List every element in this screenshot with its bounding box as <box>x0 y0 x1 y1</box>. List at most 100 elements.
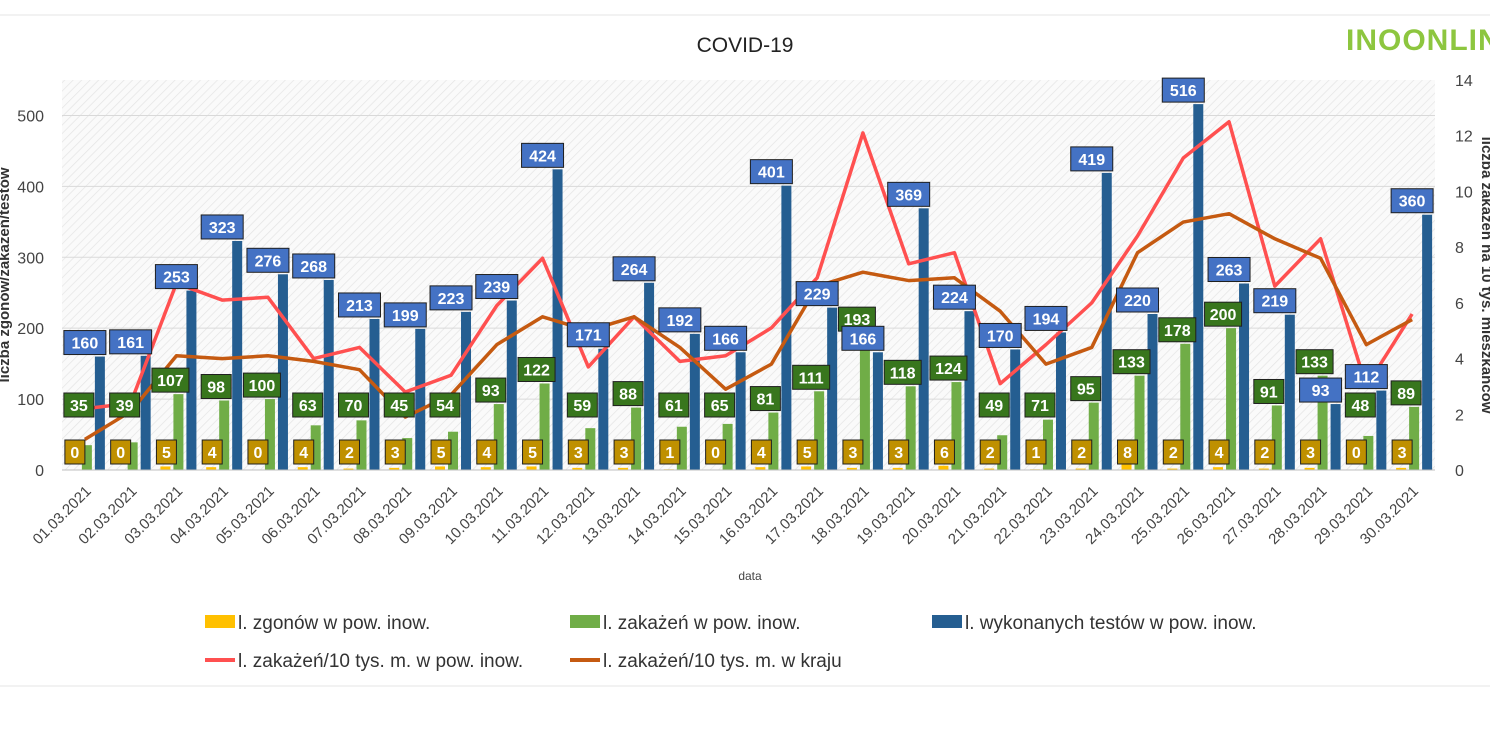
logo-text: INOONLINE <box>1346 24 1490 57</box>
test-value-label: 369 <box>895 187 922 204</box>
death-value-label: 3 <box>391 445 400 462</box>
death-bar <box>1213 467 1224 470</box>
death-value-label-box <box>659 439 681 465</box>
test-value-label: 213 <box>346 298 373 315</box>
legend-label: l. zakażeń/10 tys. m. w pow. inow. <box>238 651 523 672</box>
infection-value-label-box <box>1390 380 1422 406</box>
infection-bar <box>1226 328 1237 470</box>
test-value-label-box <box>1207 257 1251 283</box>
death-bar <box>1075 468 1086 470</box>
test-value-label-box <box>1299 377 1343 403</box>
test-value-label-box <box>841 325 885 351</box>
national-rate-line <box>83 211 1413 441</box>
test-value-label-box <box>475 274 519 300</box>
death-value-label-box <box>384 439 406 465</box>
y2-tick-label: 0 <box>1455 463 1464 480</box>
death-value-label-box <box>522 439 544 465</box>
y-tick-label: 200 <box>17 321 44 338</box>
test-bar <box>1239 283 1250 470</box>
death-bar <box>480 467 491 470</box>
death-value-label: 4 <box>757 445 766 462</box>
infection-value-label: 70 <box>345 398 363 415</box>
test-value-label: 194 <box>1033 311 1060 328</box>
test-value-label: 224 <box>941 290 968 307</box>
death-value-label: 5 <box>437 445 446 462</box>
test-value-label-box <box>1024 305 1068 331</box>
legend-label: l. zgonów w pow. inow. <box>238 613 430 634</box>
infection-value-label-box <box>883 359 922 385</box>
infection-value-label-box <box>242 372 281 398</box>
legend-swatch <box>205 615 235 628</box>
death-value-label: 0 <box>1352 445 1361 462</box>
test-value-label-box <box>932 284 976 310</box>
infection-value-label: 133 <box>1301 355 1328 372</box>
test-value-label: 239 <box>483 280 510 297</box>
death-value-label: 1 <box>665 445 674 462</box>
chart-title: COVID-19 <box>697 34 794 57</box>
test-value-label: 360 <box>1399 194 1426 211</box>
infection-value-label-box <box>337 392 369 418</box>
infection-value-label: 45 <box>390 398 408 415</box>
infection-bar <box>859 333 870 470</box>
infection-value-label: 71 <box>1031 398 1049 415</box>
death-value-label: 0 <box>116 445 125 462</box>
infection-value-label-box <box>292 392 324 418</box>
test-value-label: 199 <box>392 308 419 325</box>
death-bar <box>938 465 949 470</box>
infection-bar <box>264 399 275 470</box>
test-value-label-box <box>154 264 198 290</box>
test-value-label-box <box>658 307 702 333</box>
death-value-label-box <box>1071 439 1093 465</box>
plot-area <box>62 80 1435 470</box>
test-value-label-box <box>704 325 748 351</box>
legend-swatch <box>932 615 962 628</box>
legend-swatch <box>570 615 600 628</box>
infection-value-label-box <box>109 392 141 418</box>
infection-bar <box>722 423 733 470</box>
death-value-label: 3 <box>848 445 857 462</box>
infection-bar <box>127 442 138 470</box>
death-value-label: 2 <box>986 445 995 462</box>
test-value-label-box <box>383 302 427 328</box>
infection-bar <box>1180 343 1191 470</box>
test-value-label: 264 <box>621 262 648 279</box>
test-value-label: 419 <box>1078 152 1105 169</box>
death-bar <box>1258 468 1269 470</box>
death-bar <box>1396 467 1407 470</box>
test-bar <box>1101 172 1112 470</box>
test-value-label: 220 <box>1124 293 1151 310</box>
infection-value-label-box <box>1253 378 1285 404</box>
infection-value-label-box <box>978 392 1010 418</box>
infection-value-label: 133 <box>1118 355 1145 372</box>
test-bar <box>689 333 700 470</box>
infection-value-label-box <box>429 392 461 418</box>
infection-value-label-box <box>612 381 644 407</box>
test-bar <box>94 356 105 470</box>
infection-value-label-box <box>749 386 781 412</box>
infection-value-label-box <box>63 392 95 418</box>
test-value-label-box <box>612 256 656 282</box>
test-value-label-box <box>109 329 153 355</box>
test-bar <box>186 290 197 470</box>
infection-value-label: 81 <box>756 392 774 409</box>
infection-bar <box>1134 375 1145 470</box>
infection-value-label: 91 <box>1260 384 1278 401</box>
test-value-label: 166 <box>712 331 739 348</box>
test-value-label-box <box>1116 287 1160 313</box>
death-bar <box>206 467 217 470</box>
infection-bar <box>905 386 916 470</box>
infection-value-label-box <box>1344 392 1376 418</box>
infection-bar <box>814 391 825 470</box>
infection-bar <box>173 394 184 470</box>
y2-tick-label: 4 <box>1455 352 1464 369</box>
infection-value-label: 48 <box>1351 398 1369 415</box>
death-value-label: 0 <box>253 445 262 462</box>
test-value-label-box <box>292 253 336 279</box>
y-tick-label: 300 <box>17 250 44 267</box>
death-value-label: 5 <box>803 445 812 462</box>
y2-tick-label: 8 <box>1455 240 1464 257</box>
death-value-label-box <box>201 439 223 465</box>
test-value-label-box <box>1390 188 1434 214</box>
death-bar <box>892 467 903 470</box>
